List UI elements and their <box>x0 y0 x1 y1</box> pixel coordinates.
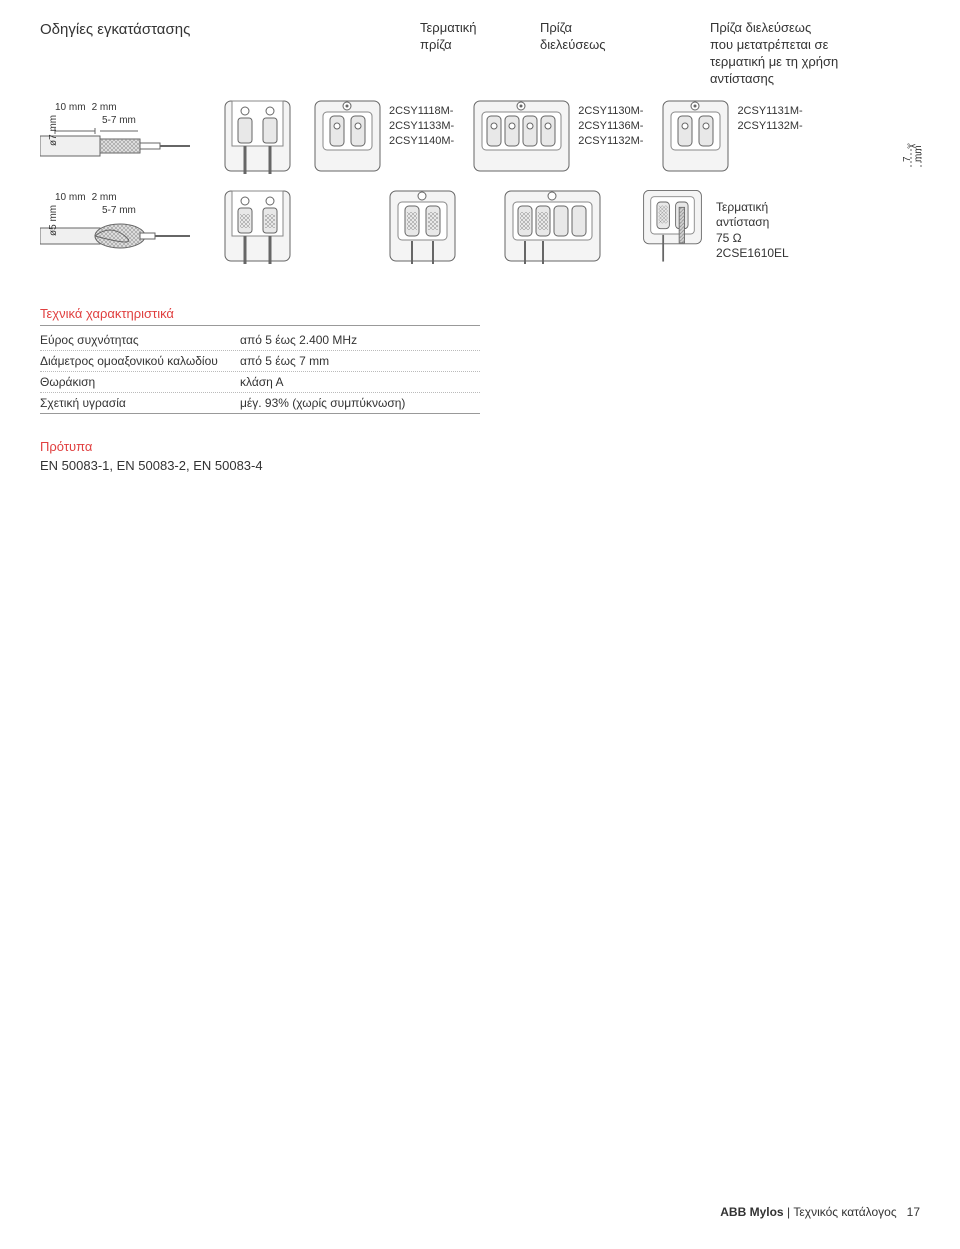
spec-key: Θωράκιση <box>40 375 240 389</box>
code-g3-1: 2CSY1132M- <box>737 119 802 134</box>
socket-loop-1 <box>469 96 574 176</box>
dim-2mm: 2 mm <box>92 102 117 113</box>
dim-10mm: 10 mm <box>55 102 86 113</box>
cable-dia7-label: ø7 mm <box>48 114 59 145</box>
page-footer: ABB Mylos | Τεχνικός κατάλογος 17 <box>720 1205 920 1219</box>
spec-key: Διάμετρος ομοαξονικού καλωδίου <box>40 354 240 368</box>
spec-val: κλάση Α <box>240 375 480 389</box>
code-g2-1: 2CSY1136M- <box>578 119 643 134</box>
spec-key: Εύρος συχνότητας <box>40 333 240 347</box>
resistor-l1: Τερματική <box>716 200 789 216</box>
label-loop: Πρίζα διελεύσεως <box>540 20 710 88</box>
footer-text: Τεχνικός κατάλογος <box>793 1205 896 1219</box>
code-g2-2: 2CSY1132M- <box>578 134 643 149</box>
code-g2-0: 2CSY1130M- <box>578 104 643 119</box>
socket-terminal-2 <box>310 96 385 176</box>
page-title: Οδηγίες εγκατάστασης <box>40 20 220 88</box>
resistor-l2: αντίσταση <box>716 215 789 231</box>
dim-57mm-2: 5-7 mm <box>102 205 220 216</box>
dim-10mm-2: 10 mm <box>55 192 86 203</box>
footer-sep: | <box>784 1205 794 1219</box>
dim-57mm: 5-7 mm <box>102 115 220 126</box>
socket-row2-4 <box>635 186 710 266</box>
label-terminal: Τερματική πρίζα <box>420 20 540 88</box>
socket-row2-1 <box>220 186 295 266</box>
spec-key: Σχετική υγρασία <box>40 396 240 410</box>
standards-text: EN 50083-1, EN 50083-2, EN 50083-4 <box>40 458 920 473</box>
code-g1-1: 2CSY1133M- <box>389 119 454 134</box>
dim-2mm-2: 2 mm <box>92 192 117 203</box>
footer-page: 17 <box>907 1205 920 1219</box>
cable-dia5-label: ø5 mm <box>48 204 59 235</box>
specs-title: Τεχνικά χαρακτηριστικά <box>40 306 480 326</box>
spec-val: μέγ. 93% (χωρίς συμπύκνωση) <box>240 396 480 410</box>
dim-7mm: 7 mm <box>902 139 924 162</box>
cable-diagram-5mm <box>40 216 200 256</box>
spec-val: από 5 έως 2.400 MHz <box>240 333 480 347</box>
socket-loop-to-term <box>658 96 733 176</box>
spec-val: από 5 έως 7 mm <box>240 354 480 368</box>
socket-row2-3 <box>500 186 605 266</box>
label-loop-to-terminal: Πρίζα διελεύσεως που μετατρέπεται σε τερ… <box>710 20 900 88</box>
resistor-l3: 75 Ω <box>716 231 789 247</box>
code-g3-0: 2CSY1131M- <box>737 104 802 119</box>
standards-title: Πρότυπα <box>40 439 920 454</box>
spec-row: Θωράκιση κλάση Α <box>40 372 480 393</box>
socket-terminal-1 <box>220 96 295 176</box>
spec-row: Σχετική υγρασία μέγ. 93% (χωρίς συμπύκνω… <box>40 393 480 414</box>
spec-row: Εύρος συχνότητας από 5 έως 2.400 MHz <box>40 330 480 351</box>
code-g1-0: 2CSY1118M- <box>389 104 454 119</box>
scissors-block: 7 mm ✂ <box>907 140 925 174</box>
resistor-l4: 2CSE1610EL <box>716 246 789 262</box>
footer-brand: ABB Mylos <box>720 1205 783 1219</box>
spec-row: Διάμετρος ομοαξονικού καλωδίου από 5 έως… <box>40 351 480 372</box>
socket-row2-2 <box>385 186 460 266</box>
cable-diagram-7mm <box>40 126 200 166</box>
code-g1-2: 2CSY1140M- <box>389 134 454 149</box>
